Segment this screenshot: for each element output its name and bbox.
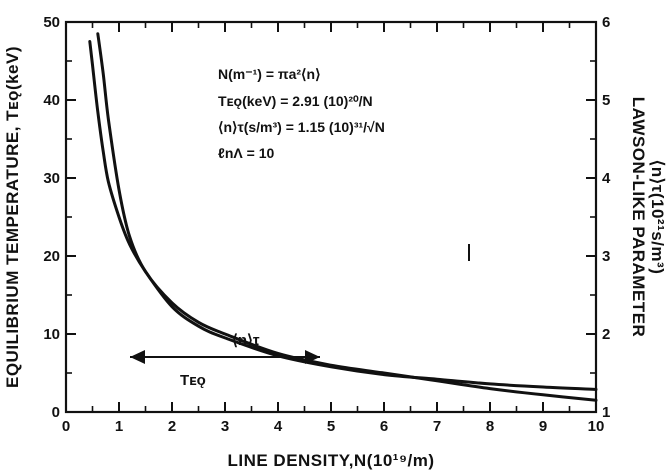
- series-ntau-line: [96, 32, 598, 402]
- y-right-axis-title-line1: LAWSON-LIKE PARAMETER: [629, 97, 648, 338]
- x-tick-label: 6: [380, 418, 388, 435]
- x-tick-label: 7: [433, 418, 441, 435]
- x-tick-label: 9: [539, 418, 547, 435]
- y-right-tick-label: 1: [602, 404, 610, 421]
- x-tick-label: 8: [486, 418, 494, 435]
- x-tick-label: 10: [588, 418, 605, 435]
- x-tick-label: 4: [274, 418, 283, 435]
- series-layer: [88, 32, 598, 402]
- series-teq-line: [88, 40, 598, 391]
- x-axis-ticks: 0 1 2 3 4 5 6 7 8 9 10: [62, 22, 605, 435]
- y-right-axis-title-line2: ⟨n⟩τ(10²¹s/m³): [648, 160, 666, 275]
- curve-label-teq: Tᴇǫ: [180, 372, 206, 389]
- y-right-tick-label: 4: [602, 170, 611, 187]
- y-left-tick-label: 10: [43, 326, 60, 343]
- x-tick-label: 5: [327, 418, 335, 435]
- x-tick-label: 0: [62, 418, 70, 435]
- annotation-eq3: ⟨n⟩τ(s/m³) = 1.15 (10)³¹/√N: [218, 119, 385, 135]
- y-left-tick-label: 0: [52, 404, 60, 421]
- y-right-tick-label: 3: [602, 248, 610, 265]
- x-axis-title: LINE DENSITY,N(10¹⁹/m): [227, 451, 434, 470]
- y-left-axis-ticks: 0 10 20 30 40 50: [43, 14, 76, 421]
- y-left-tick-label: 50: [43, 14, 60, 31]
- x-tick-label: 1: [115, 418, 123, 435]
- annotation-eq1: N(m⁻¹) = πa²⟨n⟩: [218, 66, 321, 82]
- y-left-axis-title: EQUILIBRIUM TEMPERATURE, Tᴇǫ(keV): [3, 46, 22, 388]
- annotation-eq2: Tᴇǫ(keV) = 2.91 (10)²⁰/N: [218, 93, 373, 109]
- y-left-tick-label: 30: [43, 170, 60, 187]
- y-right-axis-ticks: 1 2 3 4 5 6: [586, 14, 611, 421]
- annotation-eq4: ℓnΛ = 10: [218, 145, 274, 161]
- arrow-head-right: [305, 350, 320, 364]
- y-right-tick-label: 2: [602, 326, 610, 343]
- plot-frame: [64, 20, 598, 414]
- y-right-tick-label: 5: [602, 92, 610, 109]
- x-tick-label: 2: [168, 418, 176, 435]
- arrow-head-left: [130, 350, 145, 364]
- x-tick-label: 3: [221, 418, 229, 435]
- curve-label-ntau: ⟨n⟩τ: [232, 332, 260, 349]
- y-right-tick-label: 6: [602, 14, 610, 31]
- y-left-tick-label: 20: [43, 248, 60, 265]
- y-left-tick-label: 40: [43, 92, 60, 109]
